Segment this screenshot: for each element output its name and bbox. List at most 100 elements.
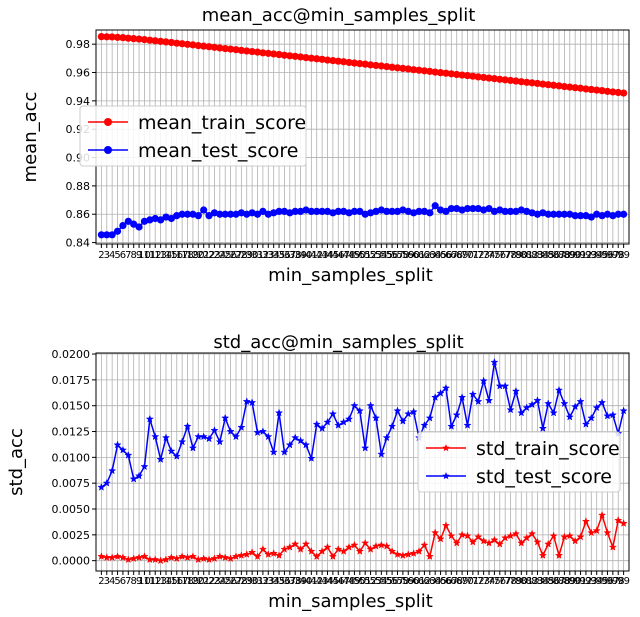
data-point	[151, 432, 160, 441]
data-point	[420, 540, 429, 549]
data-point	[377, 62, 385, 70]
data-point	[313, 207, 321, 216]
x-tick-label: 16	[170, 576, 183, 587]
data-point	[560, 399, 569, 408]
data-point	[103, 33, 111, 41]
data-point	[620, 210, 628, 218]
data-point	[270, 209, 278, 217]
data-point	[490, 357, 499, 366]
data-point	[512, 77, 520, 85]
x-tick-label: 67	[445, 250, 458, 261]
x-tick-label: 19	[187, 576, 200, 587]
x-tick-label: 53	[370, 250, 383, 261]
data-point	[441, 383, 451, 392]
data-point	[113, 440, 122, 449]
data-point	[382, 541, 391, 550]
data-point	[113, 552, 122, 561]
data-point	[506, 405, 515, 414]
data-point	[140, 552, 149, 561]
x-tick-label: 70	[461, 250, 474, 261]
data-point	[178, 40, 186, 48]
x-tick-label: 35	[273, 250, 286, 261]
data-point	[108, 33, 116, 41]
x-tick-label: 6	[120, 250, 126, 261]
data-point	[350, 207, 359, 216]
data-point	[130, 35, 138, 43]
data-point	[581, 419, 591, 428]
data-point	[480, 73, 488, 82]
data-point	[474, 204, 482, 213]
x-tick-label: 44	[321, 250, 334, 261]
data-point	[436, 69, 445, 77]
data-point	[533, 79, 542, 88]
x-tick-label: 68	[450, 250, 463, 261]
x-tick-label: 70	[461, 576, 474, 587]
data-point	[296, 544, 305, 553]
x-tick-label: 40	[300, 576, 313, 587]
data-point	[474, 532, 483, 541]
x-tick-label: 30	[246, 576, 259, 587]
x-tick-label: 53	[370, 576, 383, 587]
x-tick-label: 12	[149, 576, 162, 587]
series-mean-test-score	[97, 202, 628, 239]
x-tick-label: 55	[380, 250, 393, 261]
data-point	[345, 58, 353, 67]
x-tick-label: 30	[246, 250, 259, 261]
data-point	[200, 42, 208, 50]
data-point	[124, 555, 133, 564]
data-point	[560, 532, 569, 541]
x-tick-label: 96	[601, 576, 614, 587]
x-tick-label: 39	[294, 576, 307, 587]
data-point	[291, 433, 300, 442]
y-tick-label: 0.88	[66, 180, 91, 193]
data-point	[199, 554, 208, 563]
data-point	[592, 526, 601, 535]
x-tick-label: 2	[98, 576, 104, 587]
data-point	[431, 202, 439, 210]
x-tick-label: 63	[423, 250, 436, 261]
data-point	[496, 206, 504, 214]
x-tick-label: 85	[542, 250, 555, 261]
data-point	[404, 65, 412, 73]
data-point	[447, 70, 455, 78]
x-tick-label: 57	[391, 250, 404, 261]
data-point	[167, 553, 176, 562]
data-point	[576, 212, 585, 220]
data-point	[517, 538, 526, 547]
data-point	[124, 34, 132, 42]
data-point	[501, 76, 509, 84]
data-point	[140, 36, 149, 44]
x-tick-label: 31	[251, 250, 264, 261]
data-point	[221, 210, 229, 218]
data-point	[188, 443, 198, 452]
x-tick-label: 64	[429, 576, 442, 587]
y-tick-label: 0.98	[66, 38, 91, 51]
data-point	[474, 397, 483, 406]
x-tick-label: 27	[230, 250, 243, 261]
x-tick-label: 32	[257, 250, 270, 261]
x-tick-label: 73	[477, 250, 490, 261]
x-tick-label: 37	[283, 250, 296, 261]
data-point	[172, 554, 181, 563]
data-point	[221, 44, 229, 53]
x-axis-label: min_samples_split	[268, 265, 433, 286]
data-point	[544, 210, 552, 218]
data-point	[210, 426, 219, 434]
y-tick-label: 0.84	[66, 237, 91, 250]
data-point	[140, 462, 149, 471]
data-point	[194, 212, 202, 220]
x-tick-label: 8	[130, 576, 136, 587]
x-tick-label: 48	[343, 250, 356, 261]
data-point	[307, 547, 316, 555]
legend-box	[79, 105, 307, 167]
data-point	[156, 556, 165, 565]
data-point	[323, 56, 332, 64]
data-point	[243, 210, 251, 218]
data-point	[366, 61, 375, 69]
data-point	[210, 209, 219, 217]
data-point	[571, 536, 580, 545]
y-tick-label: 0.0175	[52, 374, 91, 387]
x-tick-label: 51	[359, 576, 372, 587]
data-point	[609, 212, 617, 220]
plot-frame	[95, 352, 630, 572]
